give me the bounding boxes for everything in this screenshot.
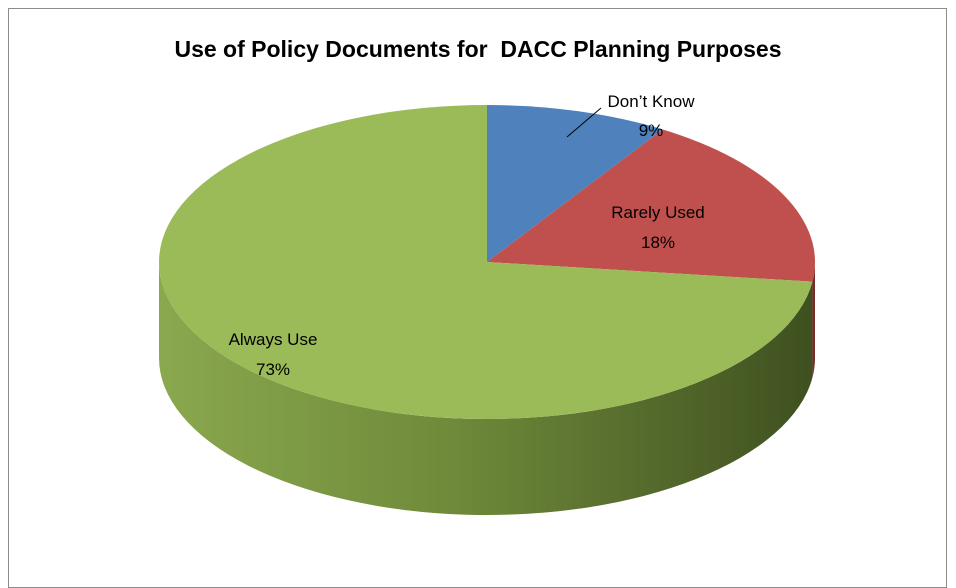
slice-side-1 xyxy=(812,262,816,378)
slice-label-1: Rarely Used xyxy=(611,203,705,222)
slice-0 xyxy=(487,105,663,262)
slice-label-0: Don’t Know xyxy=(608,92,696,111)
slice-value-2: 73% xyxy=(256,360,290,379)
pie-tops xyxy=(159,105,815,420)
slice-1 xyxy=(487,129,815,282)
chart-title: Use of Policy Documents for DACC Plannin… xyxy=(174,36,782,62)
slice-side-2 xyxy=(159,262,813,516)
leader-line-0 xyxy=(566,107,602,138)
slice-label-2: Always Use xyxy=(229,330,318,349)
slice-value-0: 9% xyxy=(639,121,664,140)
slice-value-1: 18% xyxy=(641,233,675,252)
slice-2 xyxy=(159,105,813,420)
pie-labels: Don’t Know 9% Rarely Used 18% Always Use 73% xyxy=(229,92,705,379)
pie-sides xyxy=(159,262,816,516)
